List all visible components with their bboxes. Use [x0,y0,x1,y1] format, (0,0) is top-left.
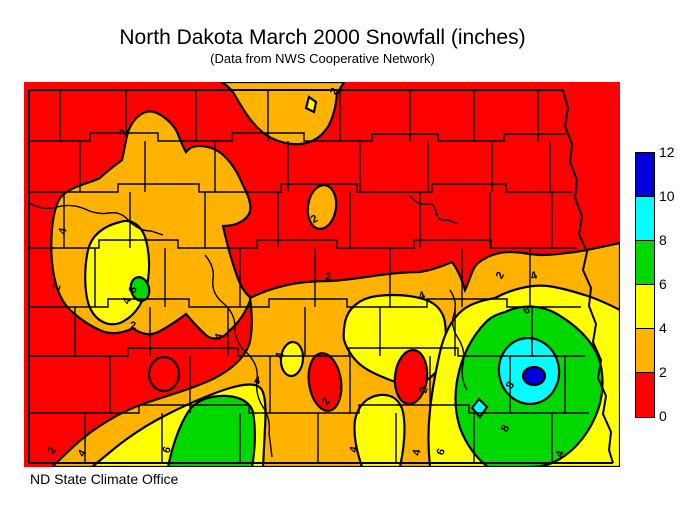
river-boundary-1 [204,254,273,458]
band-0-2-oval-1 [307,352,343,412]
state-border [28,89,614,464]
legend-tick-10: 10 [659,188,675,204]
band-4-6-central-south [353,393,406,469]
contour-label-2: 2 [325,271,331,283]
legend-cell-0-2 [636,373,654,417]
band-10-12-core [521,365,547,387]
legend-tick-4: 4 [659,320,667,336]
legend-cell-8-10 [636,197,654,241]
legend-tick-8: 8 [659,232,667,248]
contour-label-2: 2 [417,385,430,395]
band-8-10-diamond [470,397,489,419]
contour-label-2: 2 [130,320,136,332]
contour-label-6: 6 [160,445,173,455]
legend-tick-6: 6 [659,276,667,292]
contour-fills [49,80,622,469]
contour-label-2: 2 [118,128,131,136]
contour-label-4: 4 [348,445,361,454]
contour-label-4: 4 [57,226,70,236]
contour-label-6: 6 [434,447,447,457]
contour-label-2: 2 [320,396,333,407]
river-boundary-4 [409,195,459,225]
band-0-2-oval-2 [393,348,429,406]
contour-label-4: 4 [411,448,424,457]
contour-label-4: 4 [254,375,261,387]
band-6-8-west-spot [129,276,151,302]
contour-label-2: 2 [46,445,59,456]
legend-tick-2: 2 [659,364,667,380]
contour-label-2: 2 [309,213,320,226]
contour-label-8: 8 [504,380,517,391]
legend-tick-0: 0 [659,408,667,424]
contour-label-6: 6 [126,285,139,295]
contour-label-2: 2 [494,270,507,281]
contour-label-4: 4 [274,351,287,360]
contour-label-4: 4 [553,448,567,459]
contour-label-8: 8 [499,423,512,434]
legend-bar [635,152,655,418]
credit-text: ND State Climate Office [30,471,179,487]
band-4-6-north-diamond [304,95,318,114]
chart-title: North Dakota March 2000 Snowfall (inches… [119,26,526,49]
river-boundary-3 [28,202,164,236]
river-boundary-2 [449,289,468,391]
band-4-6-small-oval [279,340,305,378]
contour-label-6: 6 [521,304,532,317]
contour-label-4: 4 [212,331,226,342]
contour-label-4: 4 [529,269,540,283]
band-2-4-north-lobe [220,80,346,146]
chart-subtitle: (Data from NWS Cooperative Network) [210,51,435,66]
contour-label-4: 4 [120,295,134,306]
contour-label-2: 2 [51,283,64,292]
county-boundaries [28,90,589,463]
legend-tick-12: 12 [659,144,675,160]
legend-colorbar: 0 2 4 6 8 10 12 [635,145,695,423]
band-0-2-oval-3 [147,355,181,393]
legend-cell-4-6 [636,285,654,329]
legend-cell-10-12 [636,153,654,197]
contour-label-2: 2 [328,86,341,97]
contour-label-4: 4 [417,289,428,303]
band-6-8-south-central [166,394,256,469]
legend-cell-6-8 [636,241,654,285]
legend-cell-2-4 [636,329,654,373]
red-river-border [562,89,614,464]
band-2-4-small-oval [306,184,338,230]
